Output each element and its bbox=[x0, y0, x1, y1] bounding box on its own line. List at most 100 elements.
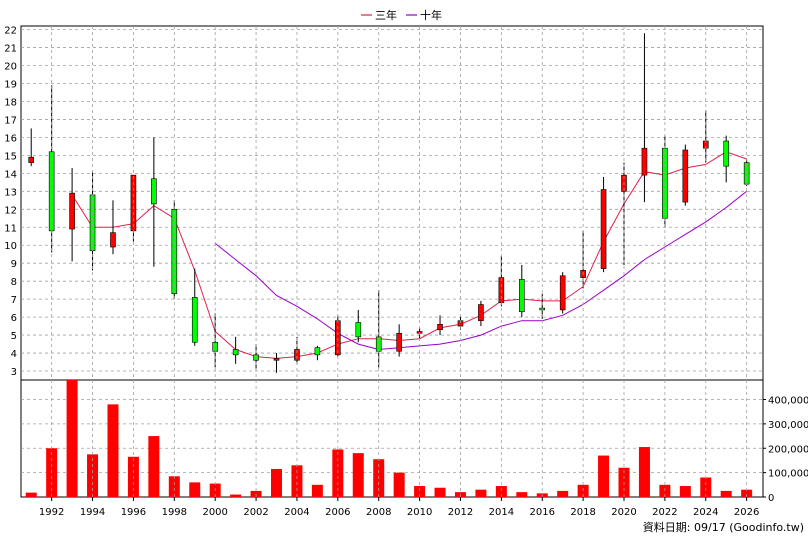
x-tick-label: 2002 bbox=[243, 507, 268, 518]
volume-bar bbox=[250, 490, 262, 497]
candle bbox=[69, 167, 75, 262]
candle bbox=[641, 33, 648, 203]
price-y-tick-label: 7 bbox=[11, 295, 17, 306]
candle-body bbox=[28, 156, 35, 163]
candle bbox=[28, 128, 35, 167]
volume-y-tick-label: 300,000 bbox=[768, 420, 808, 431]
volume-bar bbox=[720, 490, 732, 497]
candle-body bbox=[110, 232, 116, 248]
x-tick-label: 2008 bbox=[366, 507, 391, 518]
volume-bar bbox=[598, 455, 610, 497]
x-tick-label: 2018 bbox=[570, 507, 595, 518]
price-panel: 3 4 5 6 7 8 9 10 11 12 13 14 15 16 17 18 19 20 21 22 bbox=[4, 25, 764, 381]
x-tick-label: 2012 bbox=[448, 507, 473, 518]
candle-body bbox=[314, 347, 321, 356]
candle-body bbox=[396, 332, 402, 352]
candle-body bbox=[171, 208, 178, 295]
x-tick-label: 2024 bbox=[693, 507, 718, 518]
price-y-tick-label: 10 bbox=[4, 241, 17, 252]
moving-average-lines bbox=[71, 151, 747, 359]
x-tick-label: 1996 bbox=[121, 507, 146, 518]
volume-bar bbox=[638, 447, 650, 497]
volume-bar bbox=[291, 465, 303, 497]
volume-bar bbox=[66, 380, 78, 497]
x-tick-label: 1998 bbox=[162, 507, 187, 518]
volume-bar bbox=[189, 482, 201, 497]
volume-bar bbox=[25, 492, 37, 497]
candle-body bbox=[294, 349, 300, 361]
volume-bar bbox=[516, 492, 528, 497]
volume-bar bbox=[741, 489, 753, 497]
ma10-line bbox=[214, 190, 747, 351]
volume-bar bbox=[495, 486, 507, 497]
price-y-tick-label: 4 bbox=[11, 349, 17, 360]
x-tick-label: 2022 bbox=[652, 507, 677, 518]
data-source-credit: 資料日期: 09/17 (Goodinfo.tw) bbox=[643, 520, 804, 534]
x-axis: 1992 1994 1996 1998 2000 2002 2004 2006 2008 2010… bbox=[39, 497, 759, 518]
price-y-tick-label: 8 bbox=[11, 277, 17, 288]
price-y-tick-label: 18 bbox=[4, 97, 17, 108]
volume-bar bbox=[475, 489, 487, 497]
volume-bar bbox=[332, 449, 344, 497]
candle bbox=[396, 324, 402, 357]
volume-bar bbox=[700, 477, 712, 497]
volume-bar bbox=[352, 453, 364, 497]
candle bbox=[355, 309, 362, 343]
candle-body bbox=[559, 275, 566, 311]
x-tick-label: 2006 bbox=[325, 507, 350, 518]
volume-bar bbox=[557, 490, 569, 497]
x-tick-label: 2016 bbox=[530, 507, 555, 518]
candle bbox=[518, 264, 525, 318]
candle-body bbox=[723, 140, 730, 167]
volume-bar bbox=[393, 472, 405, 497]
volume-y-tick-label: 100,000 bbox=[768, 469, 808, 480]
candle-body bbox=[355, 322, 362, 338]
candle bbox=[437, 315, 443, 336]
x-tick-label: 2010 bbox=[407, 507, 432, 518]
price-y-tick-label: 12 bbox=[4, 205, 17, 216]
ma3-line bbox=[71, 151, 747, 359]
x-tick-label: 2004 bbox=[284, 507, 309, 518]
volume-bar bbox=[230, 494, 242, 497]
candle bbox=[314, 345, 321, 361]
candle bbox=[559, 272, 566, 314]
candle bbox=[191, 268, 198, 346]
candle bbox=[723, 135, 730, 183]
candle-body bbox=[682, 149, 689, 203]
price-y-tick-label: 17 bbox=[4, 115, 17, 126]
candle-body bbox=[69, 192, 75, 230]
legend: 三年 十年 bbox=[361, 8, 442, 22]
price-y-tick-label: 15 bbox=[4, 151, 17, 162]
price-y-axis: 3 4 5 6 7 8 9 10 11 12 13 14 15 16 17 18 19 20 21 22 bbox=[4, 26, 17, 378]
candle-body bbox=[232, 349, 239, 356]
volume-bar bbox=[271, 468, 283, 497]
volume-bar bbox=[434, 487, 446, 497]
candle bbox=[232, 336, 239, 364]
candle bbox=[110, 200, 116, 255]
vertical-gridlines bbox=[51, 26, 748, 497]
price-y-tick-label: 21 bbox=[4, 44, 17, 55]
price-y-tick-label: 5 bbox=[11, 331, 17, 342]
candle-body bbox=[518, 279, 525, 313]
price-y-tick-label: 11 bbox=[4, 223, 17, 234]
price-y-tick-label: 9 bbox=[11, 259, 17, 270]
candle-body bbox=[273, 358, 280, 361]
candle bbox=[151, 137, 157, 267]
candle bbox=[682, 144, 689, 206]
x-tick-label: 1992 bbox=[39, 507, 64, 518]
volume-bar bbox=[148, 436, 160, 497]
volume-bar bbox=[311, 484, 323, 497]
candle-body bbox=[478, 304, 484, 322]
candle bbox=[600, 176, 607, 273]
price-y-tick-label: 6 bbox=[11, 313, 17, 324]
candle bbox=[273, 353, 280, 373]
x-tick-label: 2020 bbox=[611, 507, 636, 518]
price-y-tick-label: 3 bbox=[11, 367, 17, 378]
candle bbox=[478, 300, 484, 327]
volume-bar bbox=[87, 454, 99, 497]
candle-body bbox=[600, 189, 607, 269]
candle-body bbox=[191, 297, 198, 343]
volume-y-tick-label: 200,000 bbox=[768, 444, 808, 455]
volume-plot-area bbox=[20, 379, 764, 498]
